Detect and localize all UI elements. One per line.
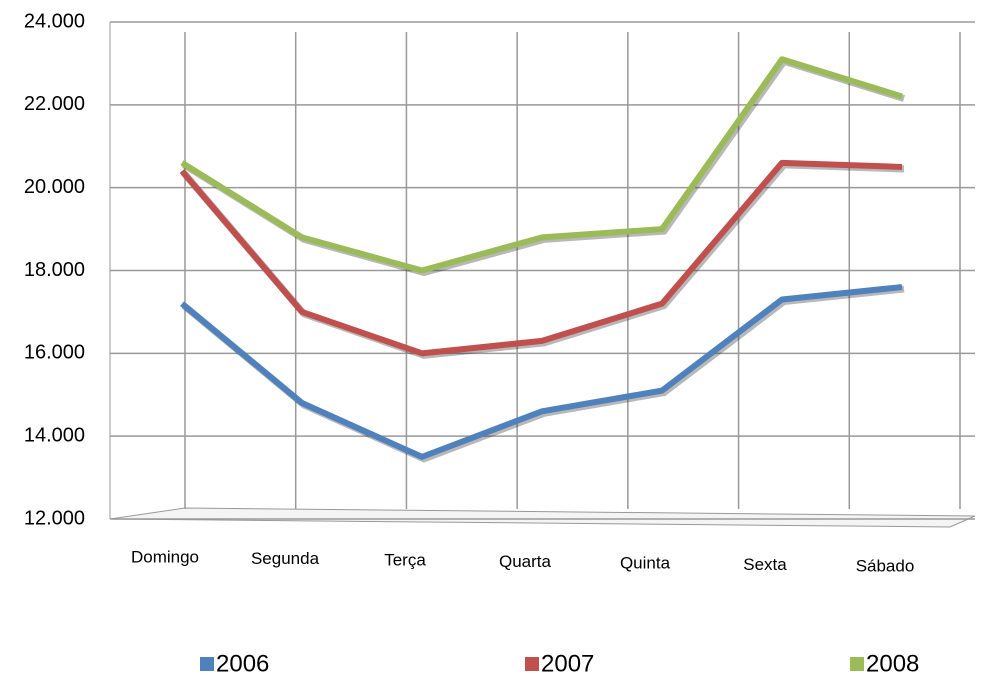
y-tick-label: 14.000 <box>24 424 85 446</box>
series-line <box>180 284 903 460</box>
series-line <box>179 159 903 357</box>
x-tick-label: Domingo <box>131 547 199 566</box>
legend-swatch <box>850 657 864 671</box>
x-tick-label: Sábado <box>856 556 915 575</box>
floor <box>109 507 976 528</box>
y-tick-label: 22.000 <box>24 93 85 115</box>
series-line-shadow <box>181 161 905 359</box>
x-tick-label: Quinta <box>620 553 671 572</box>
x-tick-label: Sexta <box>743 555 787 574</box>
y-tick-label: 18.000 <box>24 259 85 281</box>
x-tick-label: Segunda <box>251 549 320 568</box>
legend-label: 2006 <box>216 650 269 677</box>
y-tick-label: 20.000 <box>24 176 85 198</box>
legend-label: 2008 <box>866 650 919 677</box>
series-line <box>180 56 903 274</box>
legend-swatch <box>200 657 214 671</box>
y-tick-label: 24.000 <box>24 10 85 32</box>
legend-swatch <box>525 657 539 671</box>
series-line-shadow <box>181 285 905 463</box>
x-tick-label: Quarta <box>499 552 552 571</box>
x-tick-label: Terça <box>384 550 426 569</box>
y-tick-label: 12.000 <box>24 507 85 529</box>
legend-label: 2007 <box>541 650 594 677</box>
y-tick-label: 16.000 <box>24 342 85 364</box>
